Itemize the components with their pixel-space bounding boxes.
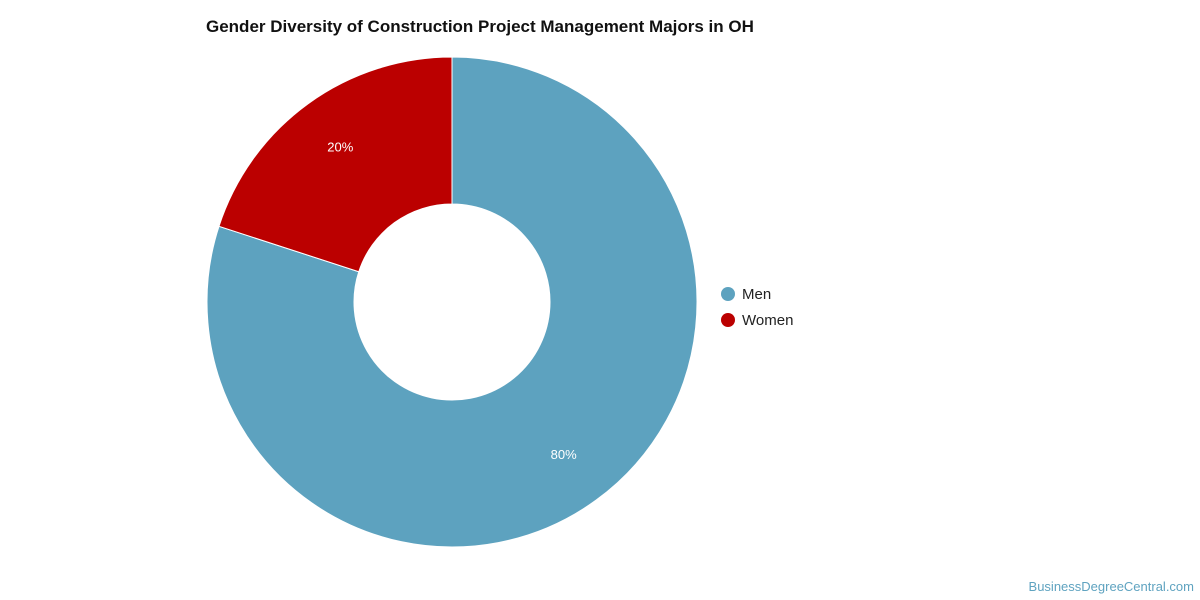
chart-title: Gender Diversity of Construction Project…	[206, 17, 754, 36]
legend-item-women[interactable]: Women	[721, 307, 793, 333]
slice-label-men: 80%	[551, 447, 577, 462]
legend-item-men[interactable]: Men	[721, 281, 793, 307]
chart-legend: Men Women	[721, 281, 793, 333]
legend-label-men: Men	[742, 285, 772, 303]
legend-swatch-women	[721, 313, 735, 327]
slice-women[interactable]	[218, 56, 453, 273]
legend-swatch-men	[721, 287, 735, 301]
slice-men[interactable]	[206, 56, 698, 548]
slice-label-women: 20%	[327, 140, 353, 155]
watermark[interactable]: BusinessDegreeCentral.com	[1028, 579, 1194, 594]
legend-label-women: Women	[742, 311, 794, 329]
